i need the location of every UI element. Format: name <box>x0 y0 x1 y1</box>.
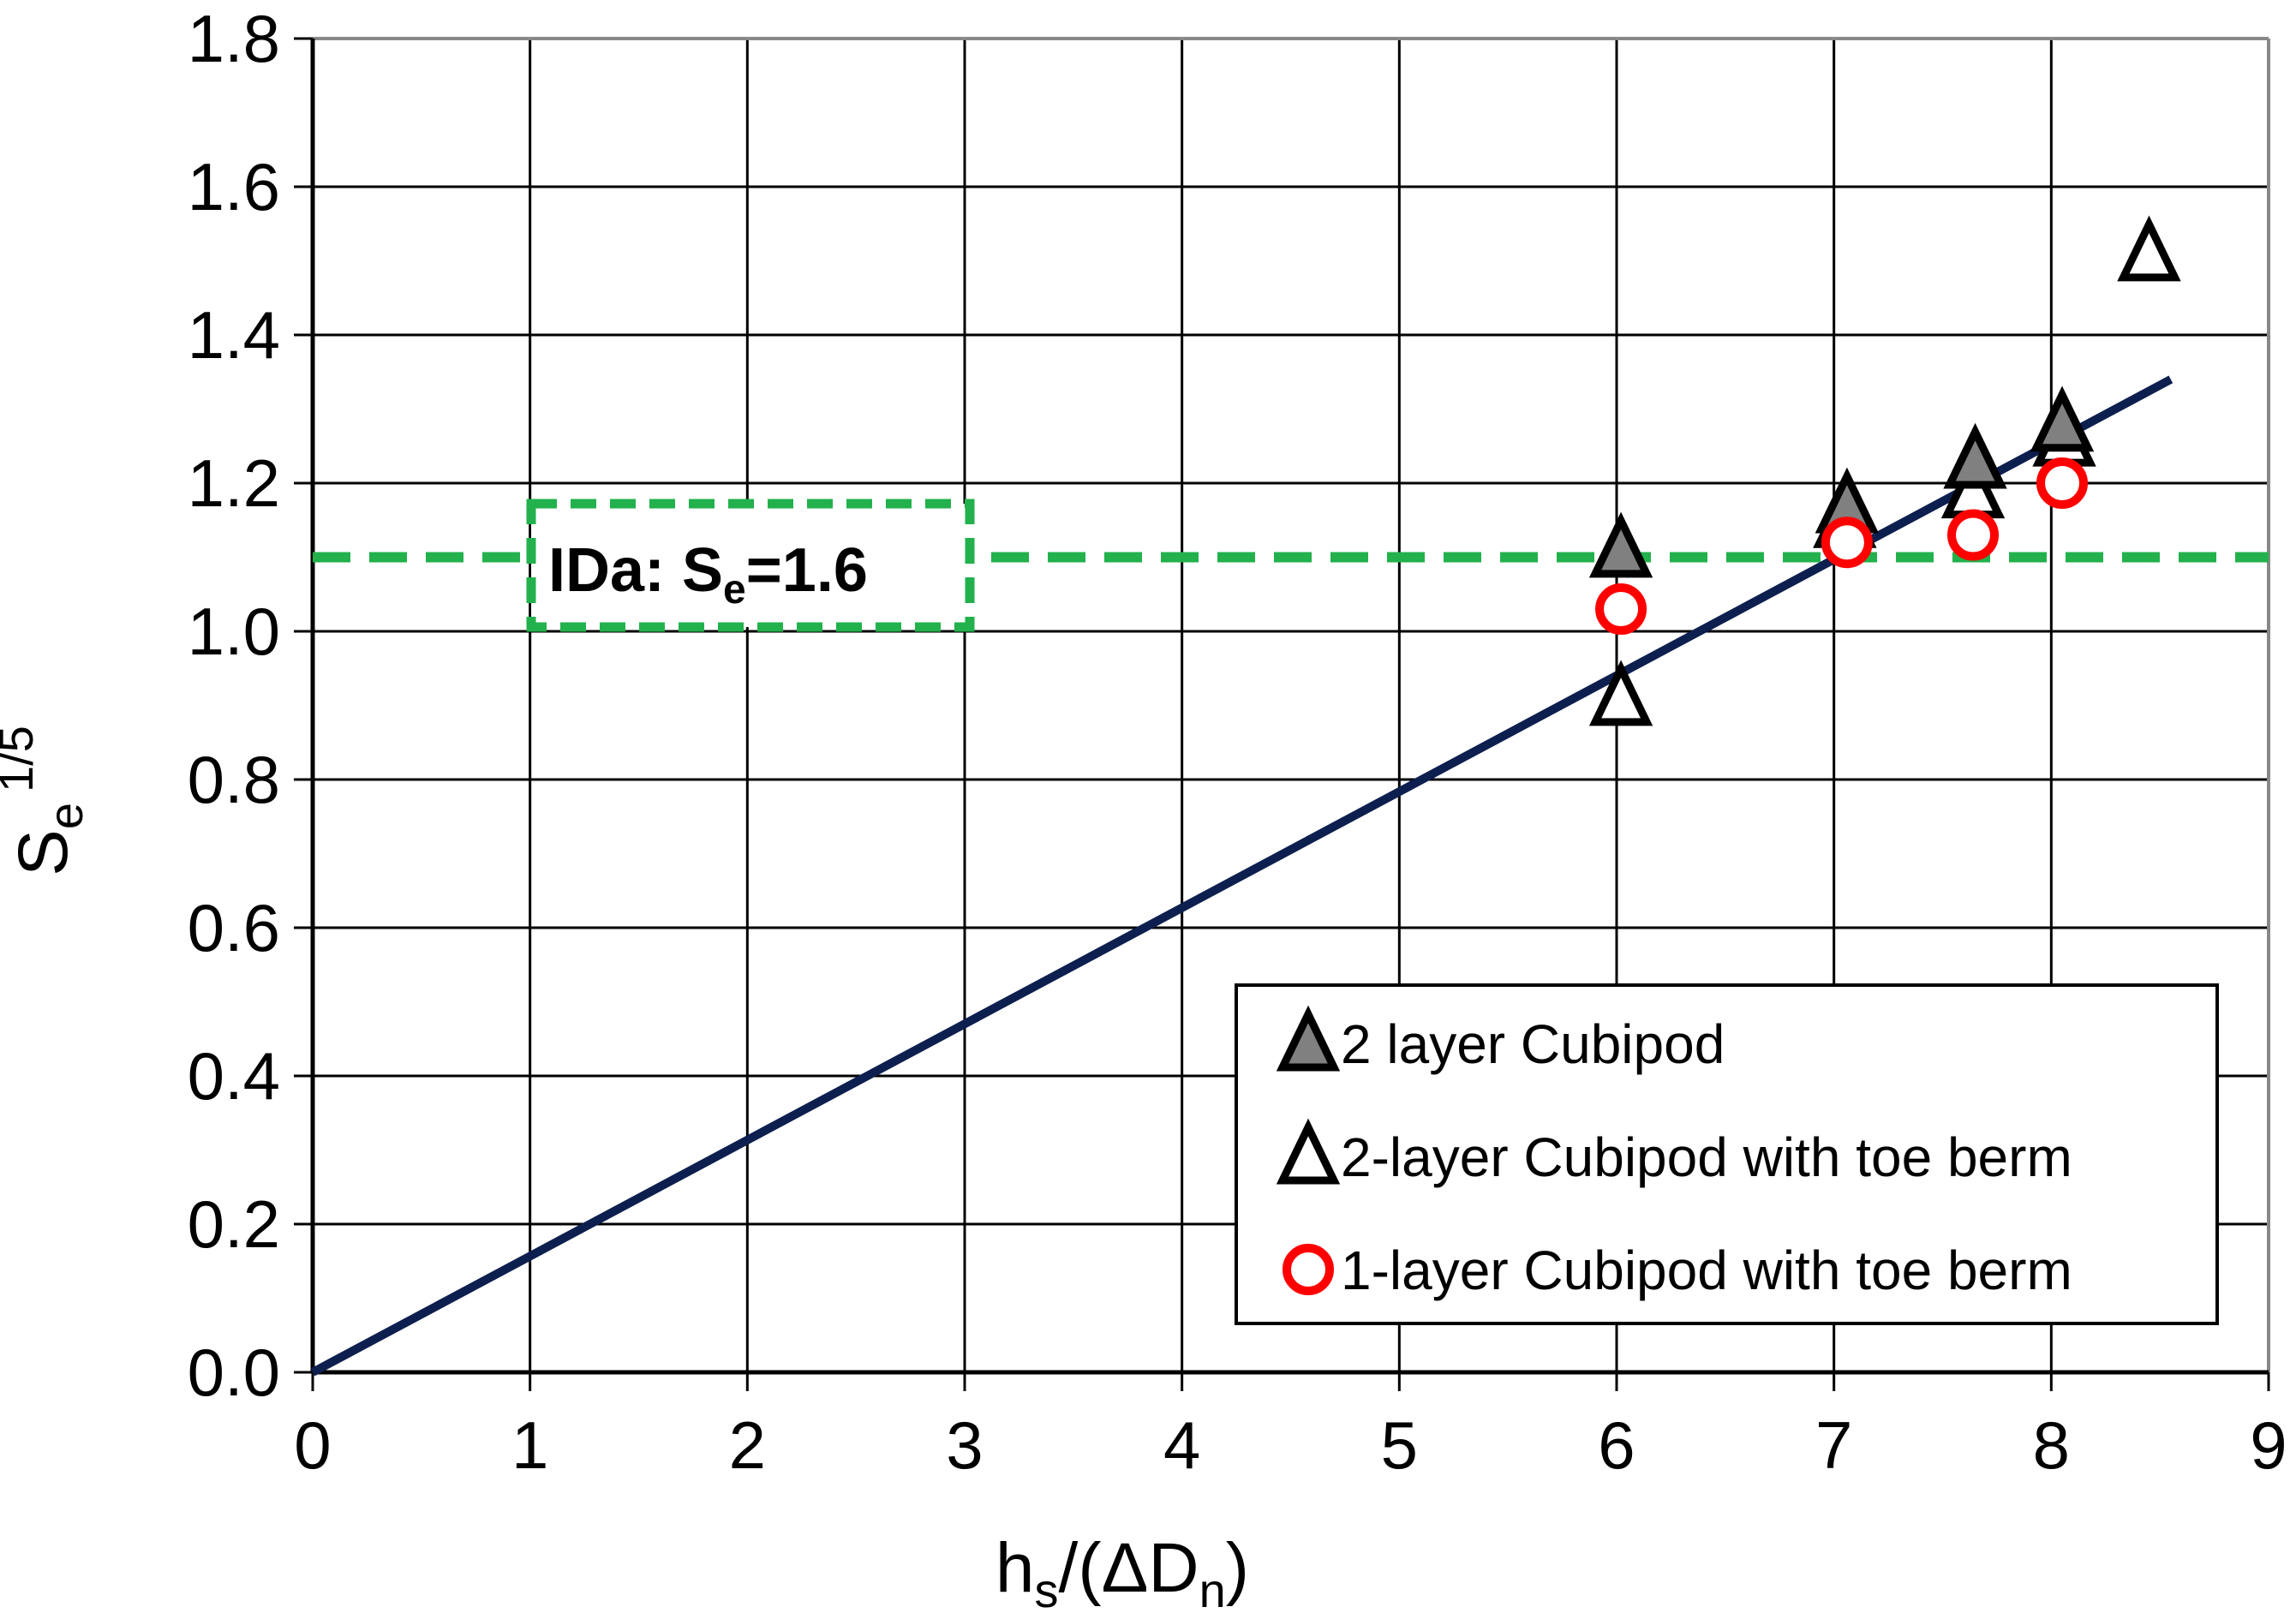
tick-labels: 0 1 2 3 4 5 6 7 8 9 0.0 0.2 0.4 0.6 0.8 1.0 1.2 1.4 1.6 1.8 <box>188 1 2287 1483</box>
legend-marker-2-layer <box>1276 1005 1341 1072</box>
x-tick-label: 9 <box>2250 1407 2287 1483</box>
x-tick-label: 1 <box>511 1407 548 1483</box>
annotation-main: IDa: S <box>548 536 723 605</box>
data-point-1-layer-toe-berm <box>2036 457 2089 509</box>
x-tick-label: 6 <box>1598 1407 1635 1483</box>
y-tick-label: 0.4 <box>188 1038 280 1114</box>
y-tick-label: 1.0 <box>188 594 280 669</box>
data-point-1-layer-toe-berm <box>1947 509 2000 561</box>
x-tick-label: 0 <box>294 1407 331 1483</box>
legend-marker-2-layer-toe-berm <box>1276 1118 1341 1185</box>
data-point-2-layer <box>1588 511 1653 578</box>
x-tick-label: 2 <box>729 1407 766 1483</box>
data-point-1-layer-toe-berm <box>1821 517 1873 569</box>
y-tick-label: 1.8 <box>188 1 280 76</box>
annotation-text: IDa: Se=1.6 <box>548 536 868 612</box>
y-tick-label: 0.0 <box>188 1335 280 1410</box>
x-label-sub: s <box>1035 1563 1059 1617</box>
y-tick-label: 1.2 <box>188 445 280 521</box>
legend-marker-1-layer-toe-berm <box>1283 1244 1334 1295</box>
legend-label: 2-layer Cubipod with toe berm <box>1341 1126 2072 1188</box>
data-point-1-layer-toe-berm <box>1595 583 1647 636</box>
x-label-rest: /(ΔD <box>1059 1529 1199 1607</box>
x-tick-label: 5 <box>1381 1407 1418 1483</box>
x-tick-label: 7 <box>1815 1407 1852 1483</box>
x-tick-label: 3 <box>946 1407 983 1483</box>
x-tick-label: 4 <box>1163 1407 1200 1483</box>
annotation-rest: =1.6 <box>746 536 868 605</box>
data-point-2-layer <box>1943 422 2007 489</box>
y-label-sup: 1/5 <box>0 726 43 792</box>
annotation-box: IDa: Se=1.6 <box>526 499 975 632</box>
y-tick-label: 0.6 <box>188 890 280 965</box>
x-tick-label: 8 <box>2033 1407 2070 1483</box>
x-axis-label: hs/(ΔDn) <box>996 1529 1249 1617</box>
y-label-sub: e <box>39 803 93 829</box>
x-label-sub2: n <box>1199 1563 1226 1617</box>
y-tick-label: 0.8 <box>188 742 280 817</box>
data-points <box>1588 215 2181 726</box>
x-label-main: h <box>996 1529 1035 1607</box>
x-label-close: ) <box>1226 1529 1249 1607</box>
legend: 2 layer Cubipod 2-layer Cubipod with toe … <box>1235 983 2219 1325</box>
legend-label: 2 layer Cubipod <box>1341 1013 1725 1075</box>
y-label-main: S <box>4 829 82 876</box>
data-point-2-layer-toe-berm <box>2117 215 2181 282</box>
y-tick-label: 0.2 <box>188 1186 280 1262</box>
y-tick-label: 1.6 <box>188 149 280 224</box>
y-tick-label: 1.4 <box>188 297 280 373</box>
data-point-2-layer-toe-berm <box>1588 660 1653 726</box>
legend-label: 1-layer Cubipod with toe berm <box>1341 1240 2072 1301</box>
annotation-sub: e <box>723 567 746 612</box>
data-point-2-layer <box>2030 385 2095 452</box>
y-axis-label: Se 1/5 <box>0 726 93 876</box>
